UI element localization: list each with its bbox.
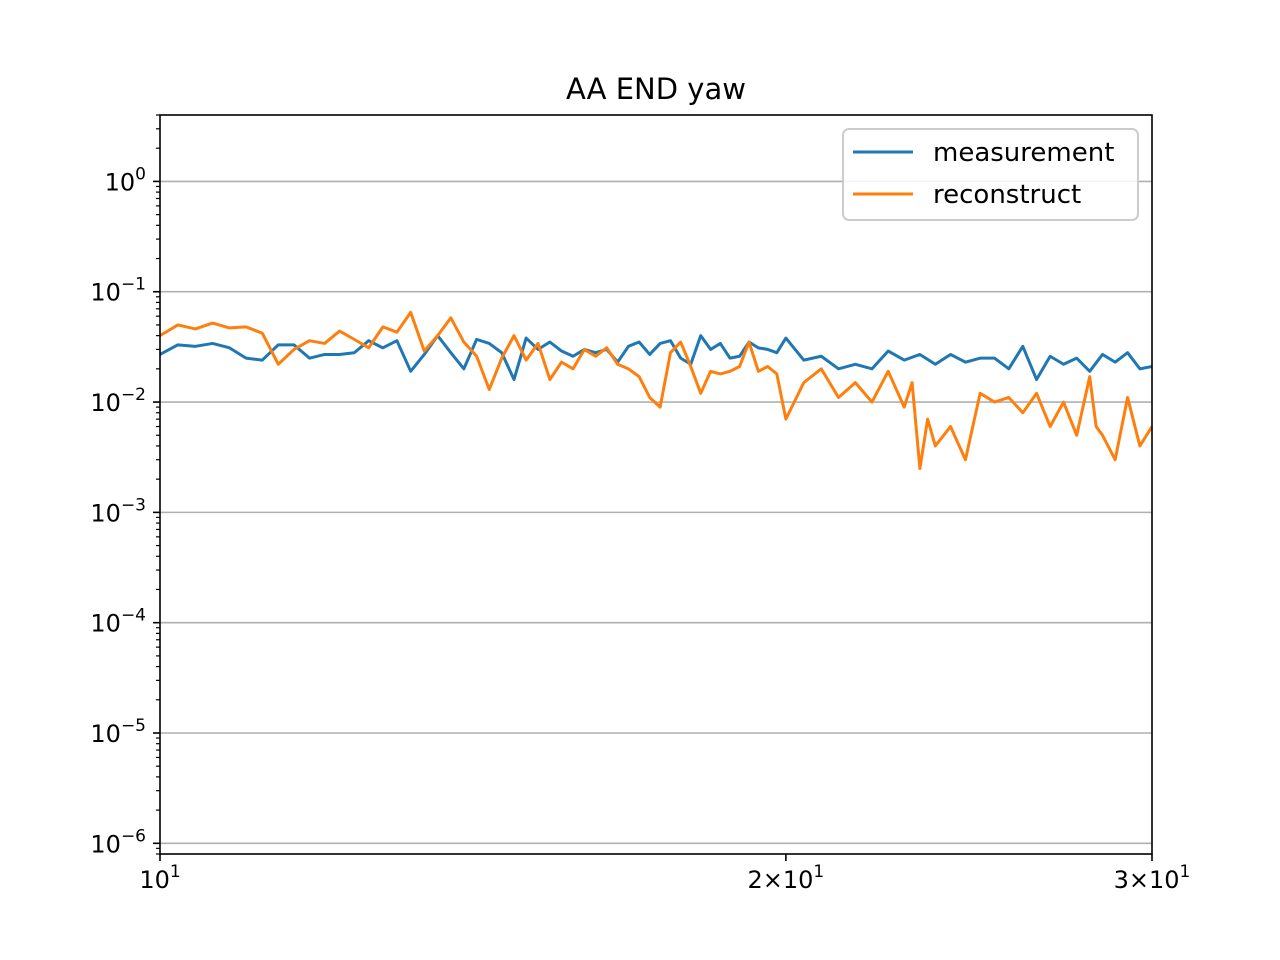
y-tick-label-2: 10−2 <box>90 385 146 417</box>
y-tick-label-6: 10−6 <box>90 826 146 858</box>
chart-title: AA END yaw <box>566 72 746 106</box>
y-tick-label-5: 10−5 <box>90 716 146 748</box>
plot-area <box>160 115 1152 854</box>
x-tick-label-1: 2×101 <box>747 862 824 894</box>
y-tick-label-4: 10−4 <box>90 606 146 638</box>
axes-frame <box>159 114 1153 855</box>
y-tick-label-1: 10−1 <box>90 275 146 307</box>
x-tick-label-2: 3×101 <box>1114 862 1191 894</box>
legend-label-measurement: measurement <box>933 138 1114 168</box>
legend-label-reconstruct: reconstruct <box>933 180 1081 210</box>
legend-box <box>842 128 1139 221</box>
series-line-measurement <box>159 334 1153 382</box>
y-tick-label-0: 100 <box>105 164 146 196</box>
series-lines <box>159 310 1154 470</box>
x-tick-label-0: 101 <box>139 862 180 894</box>
axes: 100 10−1 10−2 10−3 10−4 10−5 10−6 101 2×101 3×101 <box>90 114 1191 894</box>
legend: measurement reconstruct <box>842 128 1139 221</box>
series-line-reconstruct <box>159 310 1154 470</box>
y-tick-label-3: 10−3 <box>90 495 146 527</box>
